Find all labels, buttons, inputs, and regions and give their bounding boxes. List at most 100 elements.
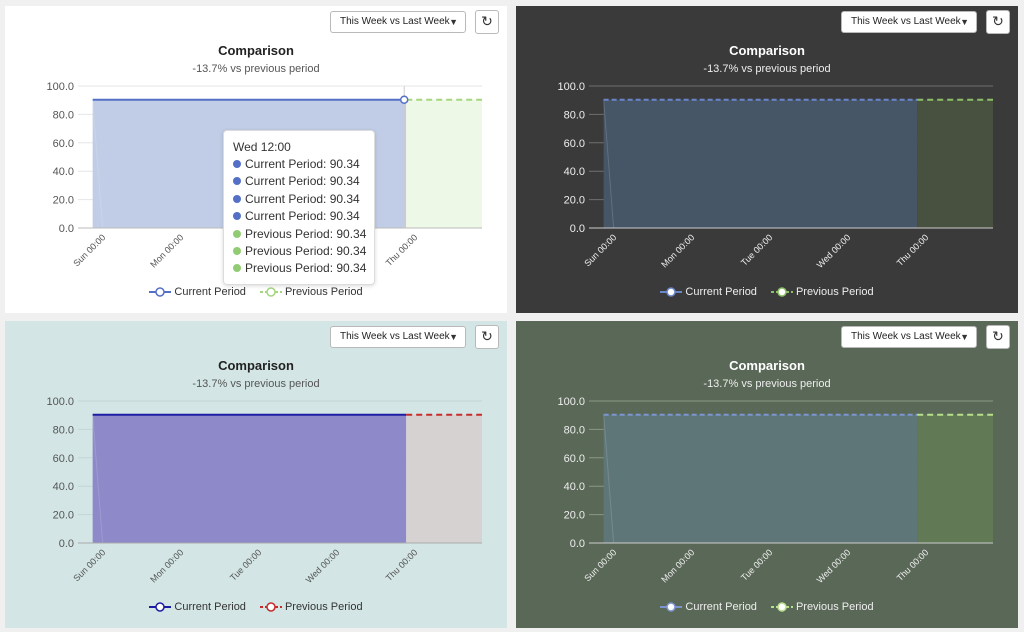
chart-subtitle: -13.7% vs previous period [703,378,831,390]
chart-subtitle: -13.7% vs previous period [703,63,831,75]
comparison-chart: 0.0 20.0 40.0 60.0 80.0 100.0 Sun 00:00 Mon 00:… [46,396,482,585]
period-select-value: This Week vs Last Week [851,331,961,342]
previous-period-area [406,99,482,229]
legend-current-period[interactable]: Current Period [149,601,246,613]
chart-panel-light: This Week vs Last Week ▼ ↻ Comparison -1… [5,6,507,313]
legend-label: Previous Period [284,286,363,299]
x-tick-label: Thu 00:00 [384,547,420,583]
refresh-button[interactable]: ↻ [986,10,1010,34]
legend-line-icon [770,602,793,612]
chart-legend: Current Period Previous Period [5,286,507,298]
tooltip-row-label: Previous Period: 90.34 [245,244,367,259]
tooltip-row: Current Period: 90.34 [233,208,374,225]
legend-previous-period[interactable]: Previous Period [259,286,363,299]
chart-subtitle: -13.7% vs previous period [192,63,320,75]
series-dot-icon [233,247,241,256]
chart-title: Comparison [218,43,294,58]
tooltip-row-label: Previous Period: 90.34 [245,226,367,241]
refresh-icon: ↻ [481,328,493,344]
refresh-button[interactable]: ↻ [475,325,499,349]
area-edge [603,99,615,229]
chart-title: Comparison [729,43,805,58]
chevron-down-icon: ▼ [449,17,458,27]
y-tick-label: 40.0 [564,481,585,493]
y-tick-label: 40.0 [564,166,585,178]
current-period-area [603,99,918,229]
y-tick-label: 0.0 [59,538,74,550]
x-tick-label: Thu 00:00 [895,547,931,583]
legend-line-icon [660,602,683,612]
tooltip-row: Previous Period: 90.34 [233,260,374,277]
x-tick-label: Tue 00:00 [739,547,774,582]
refresh-icon: ↻ [992,328,1004,344]
y-tick-label: 100.0 [46,81,74,93]
x-tick-label: Mon 00:00 [148,232,185,269]
period-select[interactable]: This Week vs Last Week ▼ [841,11,977,33]
x-tick-label: Mon 00:00 [659,547,696,584]
y-tick-label: 100.0 [557,396,585,408]
legend-label: Current Period [174,601,246,614]
x-tick-label: Wed 00:00 [815,232,853,270]
y-tick-label: 20.0 [53,195,74,207]
y-tick-label: 20.0 [564,510,585,522]
refresh-icon: ↻ [481,13,493,29]
legend-previous-period[interactable]: Previous Period [259,601,363,614]
tooltip-row-label: Current Period: 90.34 [245,191,360,206]
tooltip-row: Current Period: 90.34 [233,156,374,173]
series-dot-icon [233,264,241,273]
chart-panel-teal: This Week vs Last Week ▼ ↻ Comparison -1… [5,321,507,628]
x-tick-label: Wed 00:00 [815,547,853,585]
chart-subtitle: -13.7% vs previous period [192,378,320,390]
legend-current-period[interactable]: Current Period [660,286,757,298]
legend-current-period[interactable]: Current Period [149,286,246,298]
legend-current-period[interactable]: Current Period [660,601,757,613]
tooltip-row: Previous Period: 90.34 [233,243,374,260]
tooltip-row-label: Current Period: 90.34 [245,157,360,171]
legend-previous-period[interactable]: Previous Period [770,601,874,614]
y-tick-label: 40.0 [53,166,74,178]
y-tick-label: 60.0 [53,138,74,150]
area-edge [603,414,615,544]
x-tick-label: Sun 00:00 [71,547,107,583]
y-tick-label: 60.0 [564,453,585,465]
chart-legend: Current Period Previous Period [5,601,507,613]
legend-label: Previous Period [795,286,874,299]
tooltip-rows: Current Period: 90.34 Current Period: 90.… [233,156,374,278]
period-select-value: This Week vs Last Week [340,331,450,342]
y-tick-label: 100.0 [46,396,74,408]
previous-period-area [917,414,993,543]
series-dot-icon [233,160,241,168]
legend-line-icon [259,602,282,612]
chart-title: Comparison [218,358,294,373]
y-tick-label: 0.0 [570,223,585,235]
period-select-value: This Week vs Last Week [340,16,450,27]
period-select[interactable]: This Week vs Last Week ▼ [330,326,466,348]
legend-previous-period[interactable]: Previous Period [770,286,874,299]
x-tick-label: Thu 00:00 [384,232,420,268]
y-tick-label: 20.0 [564,195,585,207]
x-tick-label: Thu 00:00 [895,232,931,268]
x-tick-label: Mon 00:00 [148,547,185,584]
legend-label: Previous Period [795,601,874,614]
series-dot-icon [233,194,241,203]
chart-legend: Current Period Previous Period [516,601,1018,613]
period-select[interactable]: This Week vs Last Week ▼ [330,11,466,33]
chevron-down-icon: ▼ [449,332,458,342]
legend-line-icon [259,287,282,297]
refresh-button[interactable]: ↻ [986,325,1010,349]
tooltip-row-label: Previous Period: 90.34 [245,261,367,276]
y-tick-label: 0.0 [59,223,74,235]
x-tick-label: Sun 00:00 [71,232,107,268]
current-period-area [92,414,407,543]
current-period-area [603,414,918,543]
y-tick-label: 0.0 [570,538,585,550]
legend-label: Previous Period [284,601,363,614]
chart-panel-dark: This Week vs Last Week ▼ ↻ Comparison -1… [516,6,1018,313]
hover-point [399,95,409,104]
tooltip-row: Current Period: 90.34 [233,191,374,208]
legend-line-icon [660,287,683,297]
tooltip-title: Wed 12:00 [233,140,291,154]
tooltip-row-label: Current Period: 90.34 [245,209,360,224]
refresh-button[interactable]: ↻ [475,10,499,34]
period-select[interactable]: This Week vs Last Week ▼ [841,326,977,348]
